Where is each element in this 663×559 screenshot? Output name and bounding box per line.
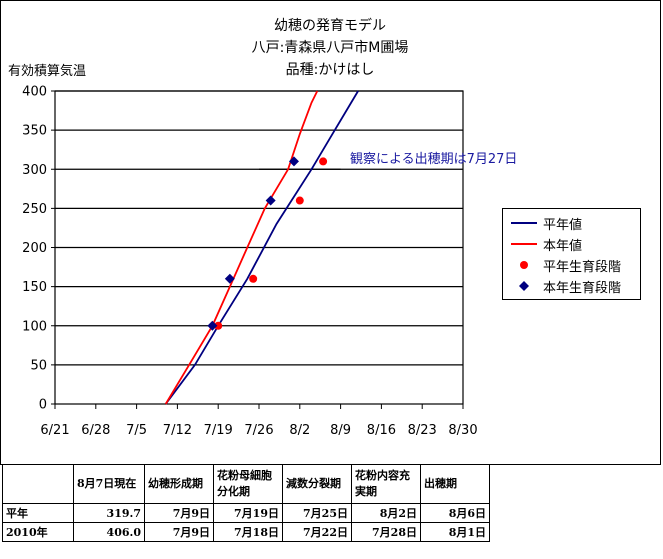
x-tick-label: 8/30 [448,423,477,438]
y-tick-label: 0 [39,398,47,413]
x-tick-label: 8/23 [408,423,437,438]
heading-annotation: 観察による出穂期は7月27日 [350,152,518,167]
table-header-cell: 8月7日現在 [73,464,145,504]
x-tick-label: 8/2 [289,423,310,438]
y-tick-label: 150 [22,280,47,295]
legend-label: 平年値 [543,218,583,233]
table-cell: 319.7 [73,503,145,523]
table-cell: 7月25日 [282,503,352,523]
table-row: 2010年 406.0 7月9日 7月18日 7月22日 7月28日 8月1日 [2,522,490,542]
legend-label: 本年生育段階 [543,281,622,296]
table-cell: 7月22日 [282,522,352,542]
series-line-0 [164,90,359,405]
legend-item-normal-line: 平年値 [503,213,642,233]
data-point-circle [214,321,223,330]
x-tick-label: 7/26 [244,423,273,438]
y-axis-label: 有効積算気温 [8,64,87,79]
x-tick-label: 8/9 [330,423,351,438]
chart-subtitle-variety: 品種:かけはし [285,62,375,78]
plot-area [54,90,464,405]
y-tick-label: 100 [22,319,47,334]
legend-line-navy-icon [511,222,537,224]
table-header-cell: 花粉母細胞分化期 [213,464,283,504]
data-point-circle [249,274,258,283]
x-tick-label: 8/16 [367,423,396,438]
x-tick-label: 7/19 [204,423,233,438]
y-tick-label: 200 [22,241,47,256]
chart-legend: 平年値 本年値 平年生育段階 本年生育段階 [502,208,641,300]
table-cell: 7月9日 [144,522,214,542]
series-line-1 [164,90,319,405]
x-tick-label: 7/5 [126,423,147,438]
table-cell: 8月6日 [420,503,490,523]
legend-item-normal-stage: 平年生育段階 [503,255,642,275]
legend-label: 平年生育段階 [543,260,622,275]
table-header-cell: 出穂期 [420,464,490,504]
table-cell: 7月9日 [144,503,214,523]
growth-stage-table: 8月7日現在 幼穂形成期 花粉母細胞分化期 減数分裂期 花粉内容充実期 出穂期 … [2,464,490,542]
legend-item-current-line: 本年値 [503,234,642,254]
table-header-cell: 花粉内容充実期 [351,464,421,504]
legend-line-red-icon [511,243,537,245]
table-cell: 2010年 [2,522,74,542]
x-tick-label: 6/21 [40,423,69,438]
x-tick-label: 7/12 [163,423,192,438]
table-cell: 7月18日 [213,522,283,542]
chart-plot: 0 50 100 150 200 250 300 350 400 6/21 6/28 7/5 7/12 7… [22,85,477,439]
y-tick-label: 350 [22,124,47,139]
table-cell: 8月2日 [351,503,421,523]
chart-title: 幼穂の発育モデル [274,18,386,34]
table-cell: 406.0 [73,522,145,542]
table-cell: 8月1日 [420,522,490,542]
table-cell: 7月28日 [351,522,421,542]
legend-navy-diamond-icon [519,281,529,291]
y-tick-label: 300 [22,163,47,178]
y-tick-label: 400 [22,85,47,100]
table-header-cell: 減数分裂期 [282,464,352,504]
table-row: 平年 319.7 7月9日 7月19日 7月25日 8月2日 8月6日 [2,503,490,523]
data-point-diamond [224,273,235,284]
data-point-diamond [265,195,276,206]
data-point-diamond [207,320,218,331]
data-point-circle [319,157,328,166]
table-header-row: 8月7日現在 幼穂形成期 花粉母細胞分化期 減数分裂期 花粉内容充実期 出穂期 [2,464,490,504]
legend-label: 本年値 [543,239,583,254]
data-point-circle [295,196,304,205]
y-tick-label: 250 [22,202,47,217]
legend-item-current-stage: 本年生育段階 [503,276,642,296]
chart-subtitle-location: 八戸:青森県八戸市M圃場 [251,40,409,56]
legend-red-circle-icon [520,261,528,269]
table-cell: 平年 [2,503,74,523]
x-tick-label: 6/28 [81,423,110,438]
y-tick-label: 50 [30,358,47,373]
data-point-diamond [288,156,299,167]
table-header-cell: 幼穂形成期 [144,464,214,504]
table-cell: 7月19日 [213,503,283,523]
table-header-cell [2,464,74,504]
